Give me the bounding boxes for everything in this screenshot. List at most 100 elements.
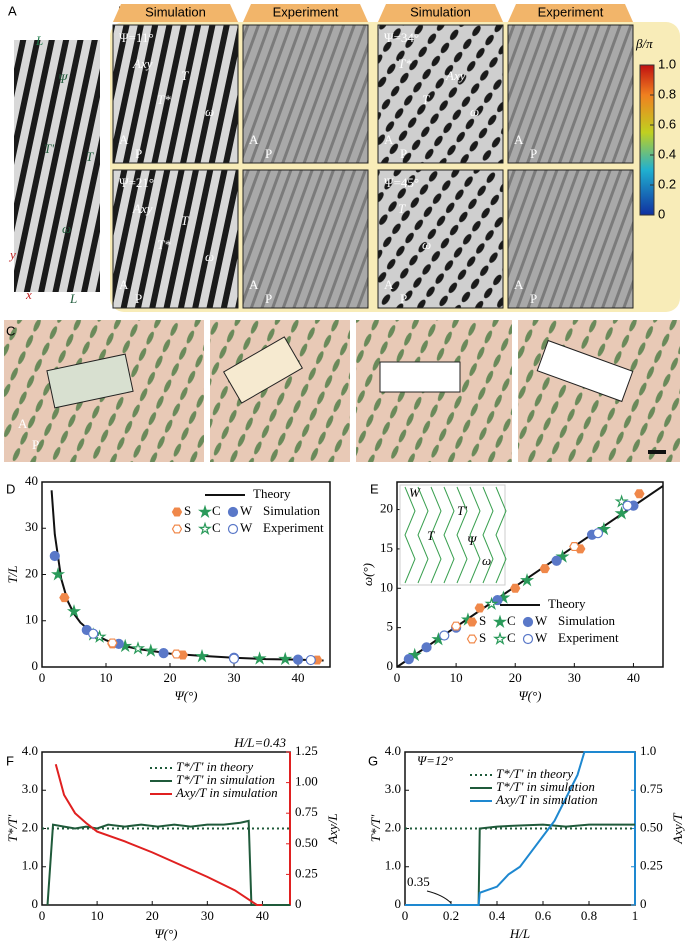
y-tick-label: 1.0 bbox=[22, 858, 38, 873]
x-tick-label: 0 bbox=[394, 670, 401, 685]
scale-bar bbox=[648, 450, 666, 454]
colorbar-tick-label: 0.4 bbox=[658, 146, 676, 161]
legend-label: C bbox=[212, 520, 221, 535]
tile-image bbox=[242, 24, 369, 164]
panel-c bbox=[4, 320, 680, 462]
point bbox=[50, 567, 66, 581]
legend-marker bbox=[171, 524, 183, 534]
y-tick-label: 20 bbox=[25, 565, 38, 580]
legend-marker bbox=[227, 506, 239, 518]
legend-marker bbox=[492, 614, 508, 628]
point bbox=[450, 621, 462, 631]
header: Simulation bbox=[145, 4, 206, 19]
point bbox=[592, 528, 604, 539]
tile-label: P bbox=[135, 291, 142, 306]
series-line bbox=[405, 823, 635, 906]
tile-label: ω bbox=[205, 104, 214, 119]
point bbox=[596, 521, 611, 536]
legend-label: Axy/T in simulation bbox=[495, 792, 598, 807]
y-tick-label: 3.0 bbox=[22, 781, 38, 796]
x-tick-label: 0 bbox=[39, 908, 46, 923]
x-tick-label: 0 bbox=[402, 908, 409, 923]
annotation-arrow bbox=[426, 890, 452, 904]
point bbox=[421, 642, 432, 653]
inset bbox=[379, 361, 461, 393]
point bbox=[439, 630, 450, 641]
x-axis-label: Ψ(°) bbox=[519, 688, 542, 703]
colorbar-tick-label: 0.8 bbox=[658, 86, 676, 101]
y-tick-label: 2.0 bbox=[22, 819, 38, 834]
tile-label: Axy bbox=[132, 56, 153, 71]
inset-line bbox=[482, 486, 494, 584]
inset-label: W bbox=[409, 485, 421, 500]
inset-line bbox=[469, 486, 481, 584]
tile-label: P bbox=[400, 146, 407, 161]
panel-label: F bbox=[6, 753, 14, 768]
point bbox=[569, 542, 580, 552]
legend-marker bbox=[227, 523, 239, 535]
y-tick-label: 4.0 bbox=[22, 743, 38, 758]
tile-image bbox=[507, 24, 634, 164]
y-tick-label: 15 bbox=[380, 540, 393, 555]
legend-label: T*/T' in simulation bbox=[496, 779, 595, 794]
tile-image bbox=[377, 169, 504, 309]
legend-label: Theory bbox=[548, 596, 586, 611]
annotation: H/L=0.43 bbox=[233, 735, 286, 750]
point bbox=[510, 583, 521, 593]
header-tab bbox=[243, 4, 368, 22]
panel-label: E bbox=[370, 481, 379, 496]
axis-mark: A bbox=[18, 416, 28, 431]
y2-tick-label: 1.0 bbox=[640, 743, 656, 758]
y2-tick-label: 0.75 bbox=[640, 781, 663, 796]
y-axis-label: T*/T' bbox=[368, 815, 383, 843]
plot-frame bbox=[396, 481, 664, 668]
panel-a-label: Ψ bbox=[58, 71, 69, 86]
inset-line bbox=[404, 486, 416, 584]
point bbox=[622, 500, 633, 511]
point bbox=[520, 573, 535, 587]
legend-label: S bbox=[479, 630, 486, 645]
panel-label: D bbox=[6, 481, 15, 496]
panel-label: C bbox=[6, 323, 15, 338]
colorbar-tick-label: 0.2 bbox=[658, 176, 676, 191]
y-tick-label: 40 bbox=[25, 473, 38, 488]
tile-label: P bbox=[135, 146, 142, 161]
header: Simulation bbox=[410, 4, 471, 19]
tile-label: T bbox=[181, 68, 189, 83]
tile-label: A bbox=[514, 132, 524, 147]
tile-label: Ψ=45° bbox=[384, 175, 419, 190]
point bbox=[143, 643, 158, 657]
point bbox=[228, 653, 240, 664]
point bbox=[158, 648, 169, 659]
y-tick-label: 0 bbox=[32, 896, 39, 911]
legend-label: T*/T' in simulation bbox=[176, 772, 275, 787]
panel-a-label: L bbox=[69, 291, 77, 306]
x-tick-label: 30 bbox=[228, 670, 241, 685]
point bbox=[88, 628, 99, 639]
tile-label: ω bbox=[422, 237, 431, 252]
y-tick-label: 1.0 bbox=[385, 858, 401, 873]
colorbar bbox=[639, 64, 655, 216]
header: Experiment bbox=[273, 4, 339, 19]
inset-label: T' bbox=[457, 503, 467, 518]
point bbox=[403, 654, 414, 665]
panel-a-label: T' bbox=[44, 141, 54, 156]
colorbar-tick-label: 0 bbox=[658, 206, 665, 221]
legend-marker bbox=[522, 616, 534, 628]
header-tab bbox=[113, 4, 238, 22]
inset-line bbox=[430, 486, 442, 584]
x-tick-label: 10 bbox=[450, 670, 463, 685]
tile-image bbox=[507, 169, 634, 309]
panel-a-label: T bbox=[86, 149, 94, 164]
tile-label: A bbox=[119, 132, 129, 147]
series-line bbox=[46, 819, 290, 906]
point bbox=[59, 593, 70, 603]
legend-label: T*/T' in theory bbox=[496, 766, 573, 781]
panel-a-label: ω bbox=[62, 221, 71, 236]
tile-label: T* bbox=[398, 56, 412, 71]
y-axis-label: T/L bbox=[5, 565, 20, 583]
tile-label: A bbox=[384, 277, 394, 292]
legend-marker bbox=[197, 504, 213, 518]
y-tick-label: 0 bbox=[32, 658, 39, 673]
